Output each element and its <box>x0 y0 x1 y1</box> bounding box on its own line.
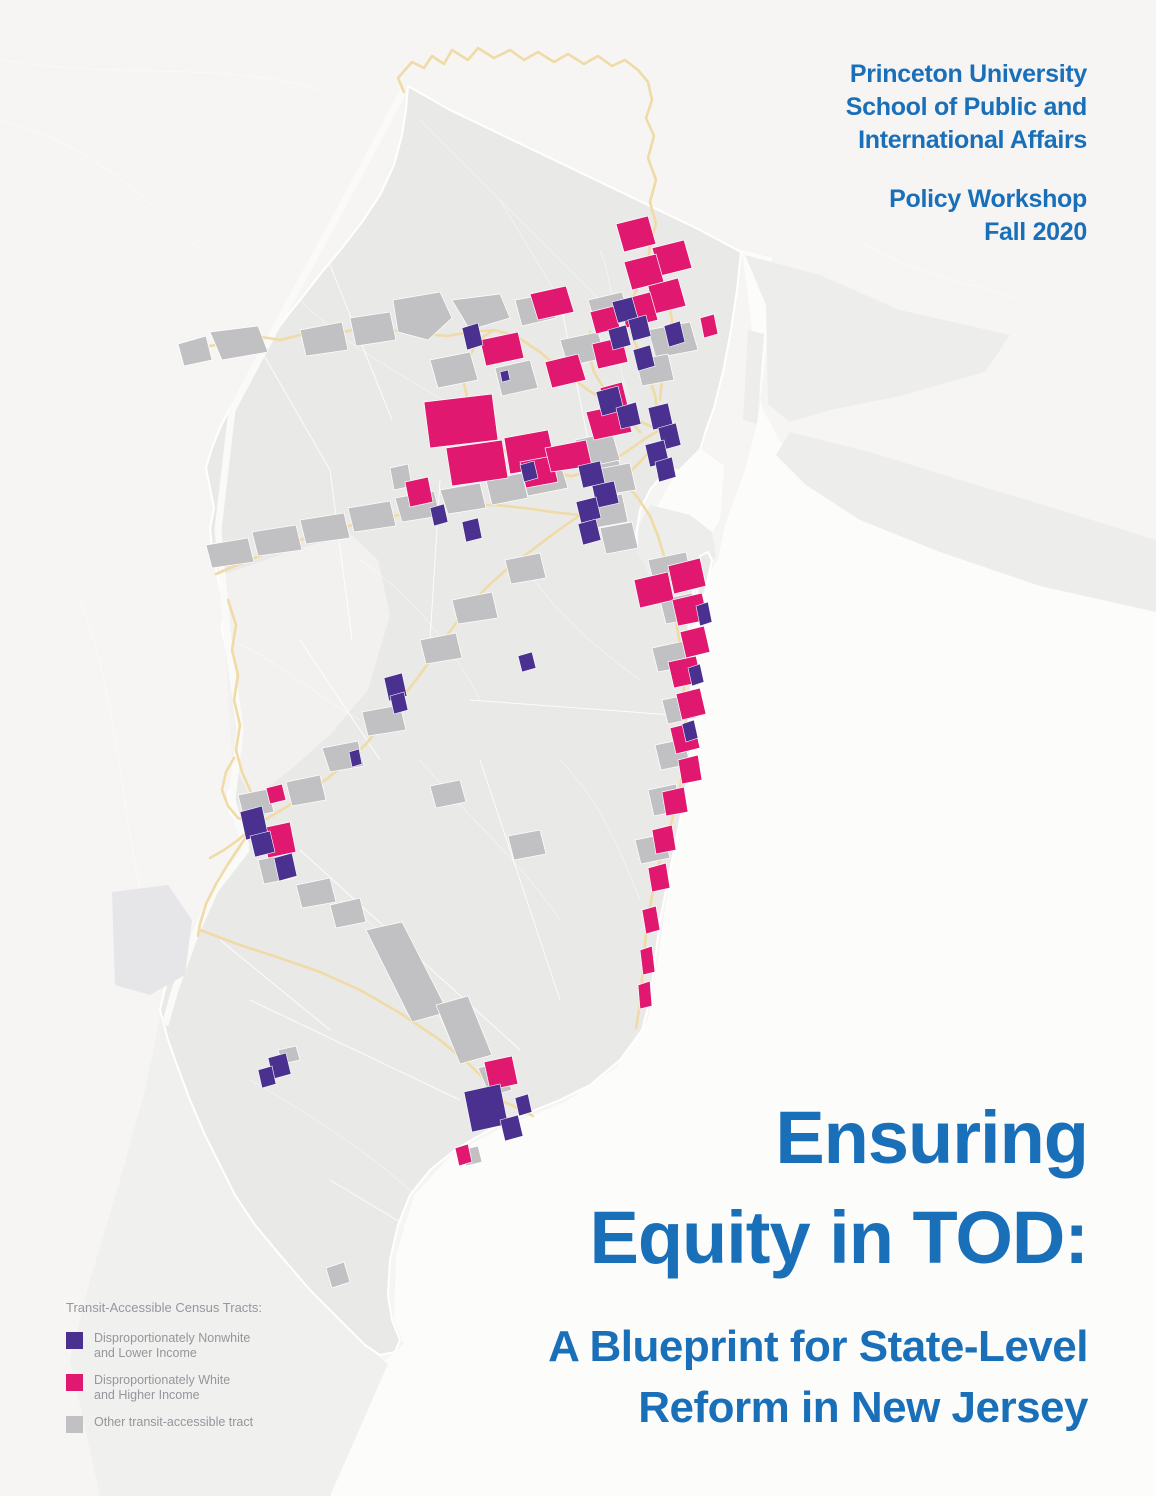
org-name-line3: International Affairs <box>858 126 1087 154</box>
legend-title: Transit-Accessible Census Tracts: <box>66 1300 263 1315</box>
tracts-nonwhite-lower-income <box>239 296 713 1142</box>
workshop-line2: Fall 2020 <box>984 218 1087 246</box>
legend-item-other: Other transit-accessible tract <box>66 1415 366 1433</box>
legend-swatch-nonwhite <box>66 1332 83 1349</box>
map-legend: Transit-Accessible Census Tracts: Dispro… <box>66 1300 366 1445</box>
westchester-land <box>745 255 1010 422</box>
philadelphia-land <box>112 885 192 995</box>
long-island-land <box>776 432 1156 612</box>
workshop-line1: Policy Workshop <box>889 185 1087 213</box>
subtitle-line1: A Blueprint for State-Level <box>548 1322 1088 1371</box>
org-name-line2: School of Public and <box>845 93 1088 121</box>
outside-roads <box>0 59 1021 931</box>
header-block: Princeton University School of Public an… <box>845 58 1088 249</box>
water-ocean <box>296 250 1156 1496</box>
legend-swatch-white <box>66 1374 83 1391</box>
legend-label-nonwhite: Disproportionately Nonwhite and Lower In… <box>94 1331 251 1360</box>
main-title-line1: Ensuring <box>775 1096 1089 1179</box>
subtitle-line2: Reform in New Jersey <box>638 1383 1088 1432</box>
legend-swatch-other <box>66 1416 83 1433</box>
main-title-line2: Equity in TOD: <box>589 1196 1089 1279</box>
manhattan <box>743 330 764 424</box>
hunterdon-light-zone <box>222 535 390 800</box>
delaware-bay <box>70 1008 388 1496</box>
header-spacer <box>846 157 1087 183</box>
title-block: Ensuring Equity in TOD: A Blueprint for … <box>548 1088 1089 1438</box>
legend-item-nonwhite: Disproportionately Nonwhite and Lower In… <box>66 1331 366 1361</box>
legend-label-other: Other transit-accessible tract <box>94 1415 254 1429</box>
legend-item-white: Disproportionately White and Higher Inco… <box>66 1373 366 1403</box>
new-jersey-state <box>158 84 743 1357</box>
org-name-line1: Princeton University <box>849 60 1087 88</box>
legend-label-white: Disproportionately White and Higher Inco… <box>94 1373 231 1402</box>
